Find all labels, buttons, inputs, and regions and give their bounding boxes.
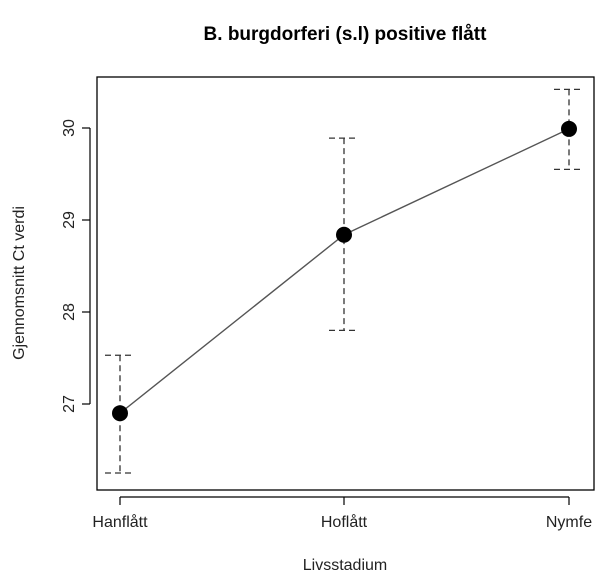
x-tick-label: Hoflått <box>321 513 368 531</box>
x-tick-label: Nymfe <box>546 514 592 531</box>
y-tick-label: 29 <box>61 211 78 229</box>
error-bar <box>329 137 359 332</box>
x-axis: Hanflått Hoflått Nymfe <box>92 496 592 531</box>
y-tick-label: 27 <box>61 395 78 413</box>
y-axis: 27 28 29 30 <box>61 119 91 413</box>
y-tick-label: 28 <box>61 303 78 321</box>
y-tick-label: 30 <box>61 119 78 137</box>
data-point <box>561 120 577 137</box>
x-axis-label: Livsstadium <box>303 557 387 574</box>
plot-frame <box>96 76 595 491</box>
data-point <box>112 405 128 422</box>
data-point <box>336 226 352 243</box>
error-bar <box>105 354 135 474</box>
x-tick-label: Hanflått <box>92 513 148 531</box>
chart-title: B. burgdorferi (s.l) positive flått <box>204 24 488 45</box>
y-axis-label: Gjennomsnitt Ct verdi <box>11 206 28 360</box>
series-marks <box>105 88 584 474</box>
